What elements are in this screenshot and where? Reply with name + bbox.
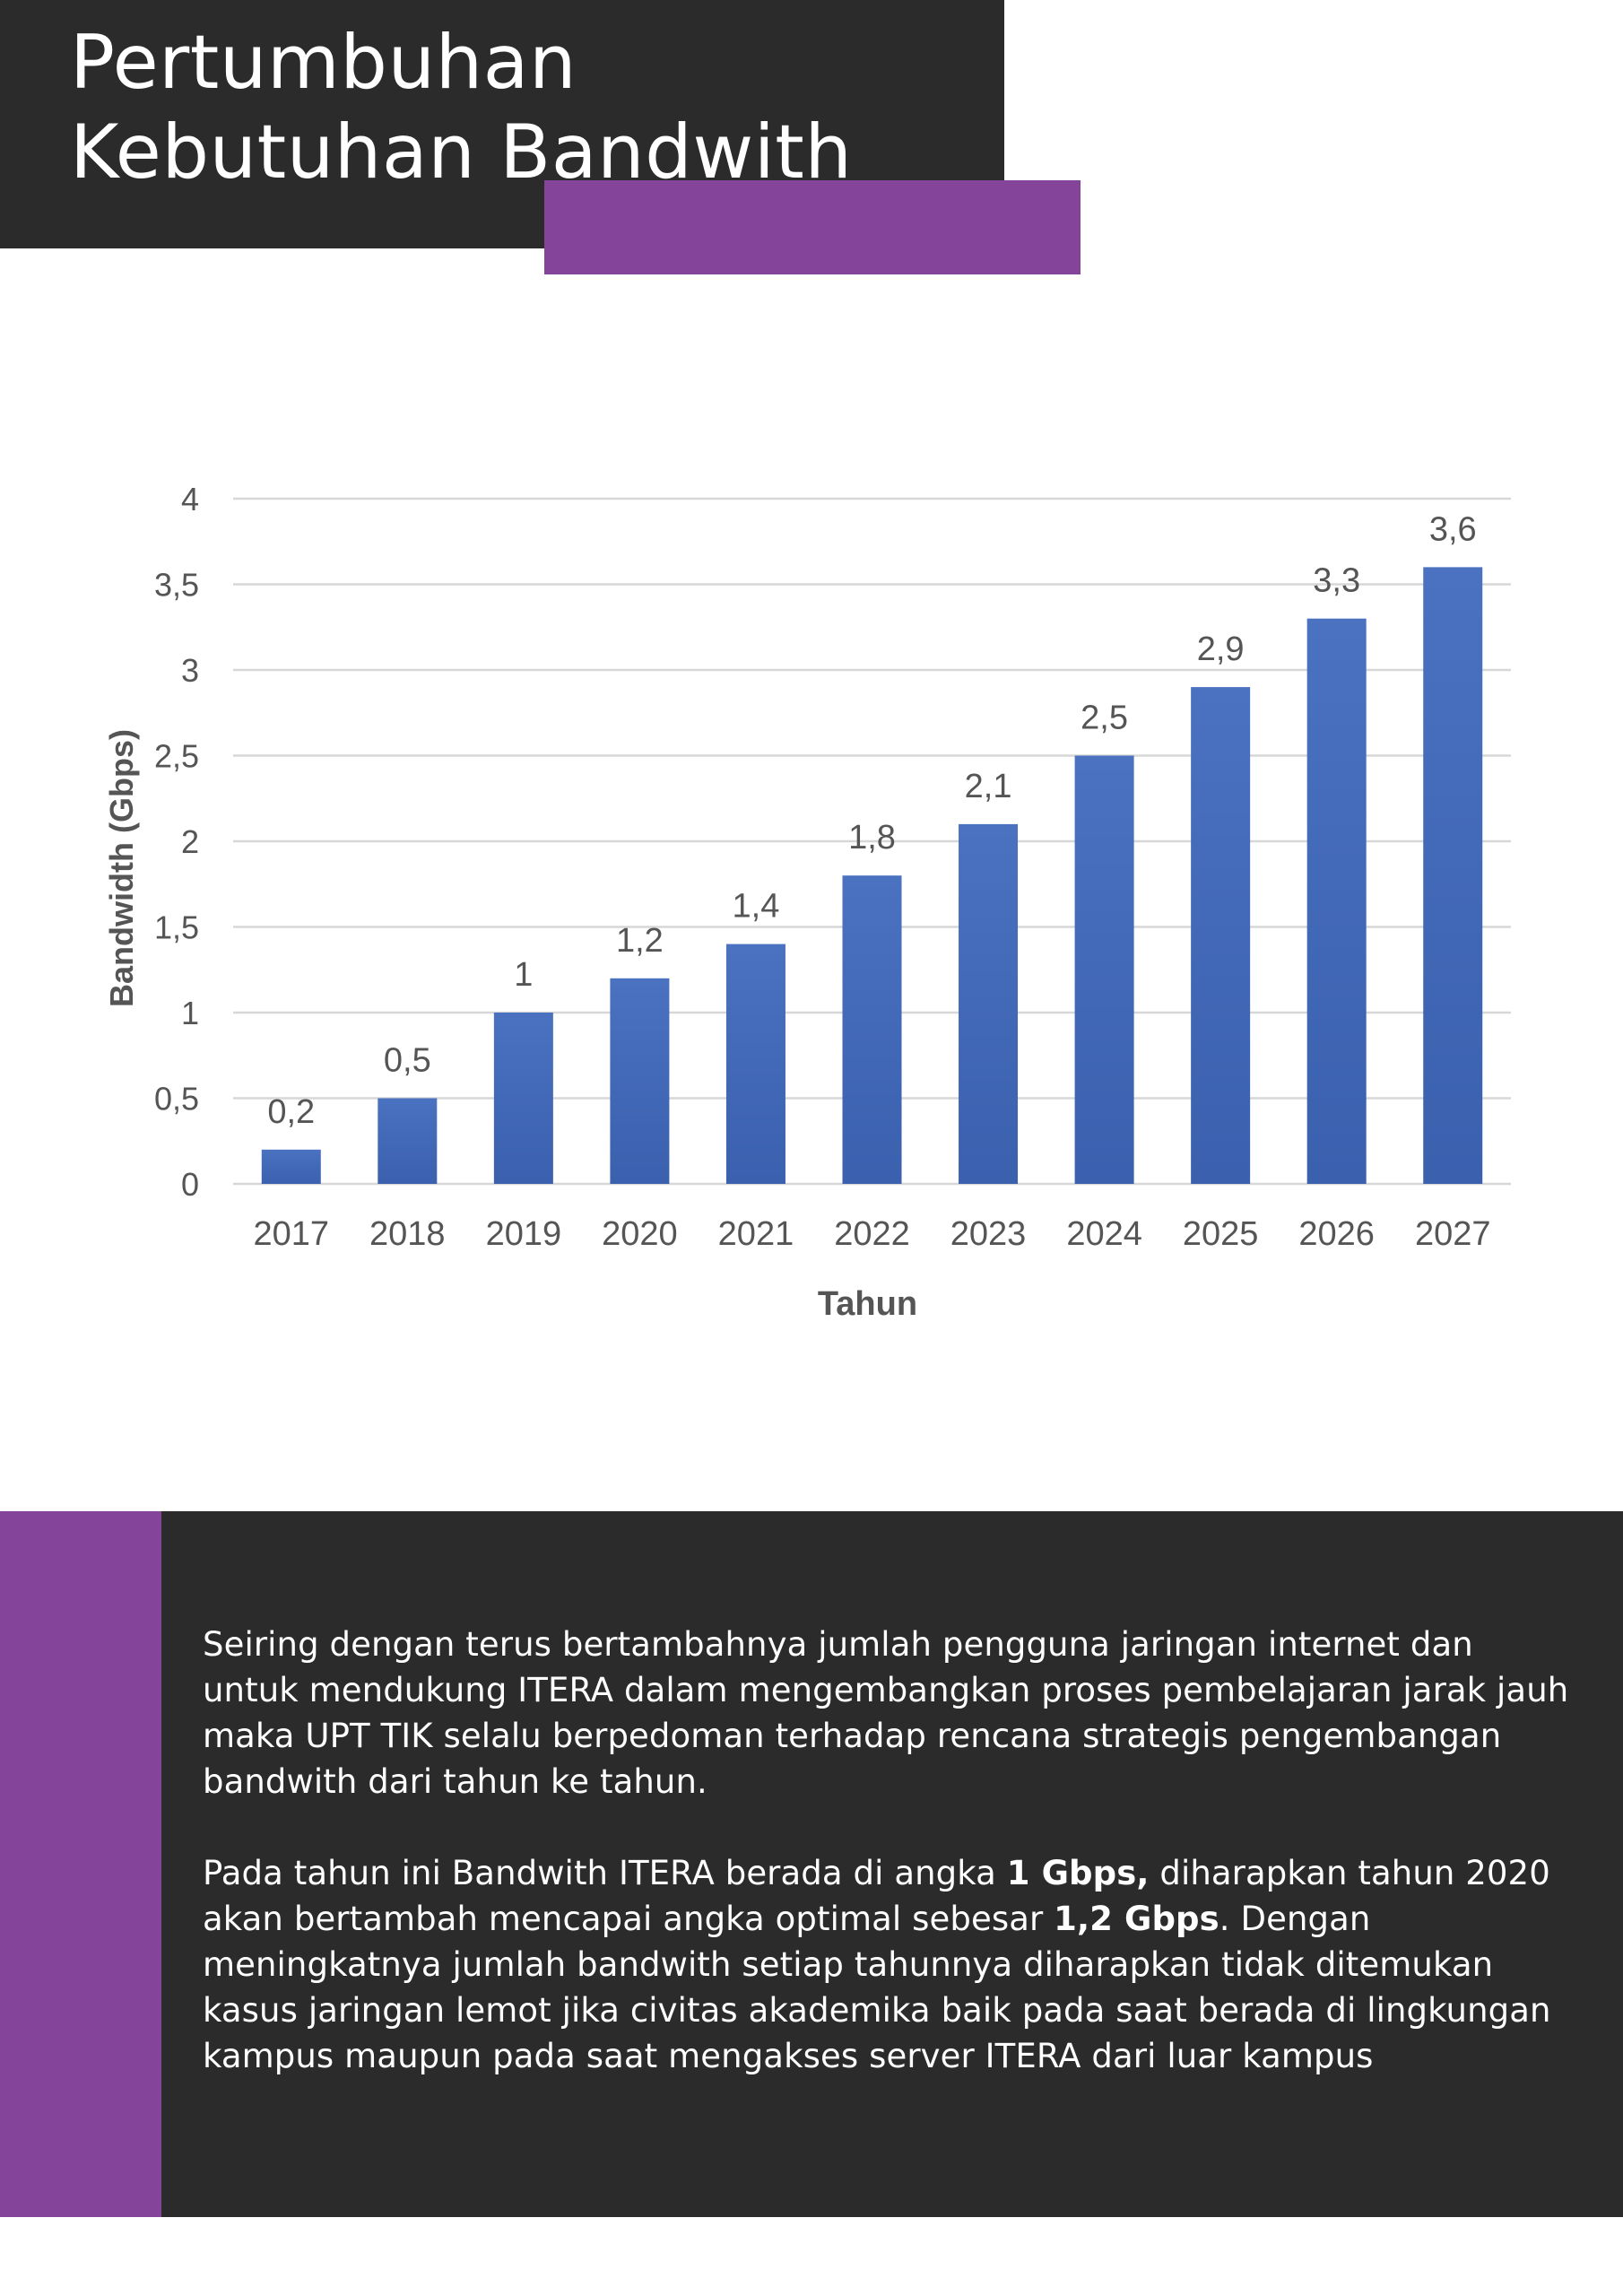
- y-tick-label: 1: [181, 995, 199, 1031]
- y-tick-label: 4: [181, 481, 199, 517]
- bar: [1306, 618, 1367, 1184]
- data-label: 3,3: [1313, 562, 1360, 600]
- y-tick-label: 3: [181, 652, 199, 689]
- y-tick-label: 0: [181, 1166, 199, 1203]
- x-tick-label: 2019: [486, 1215, 562, 1253]
- bar: [959, 823, 1019, 1184]
- x-tick-label: 2021: [718, 1215, 794, 1253]
- x-tick-label: 2023: [950, 1215, 1027, 1253]
- data-label: 1,2: [616, 922, 664, 960]
- paragraph-2-part-3: . Dengan meningkatnya jumlah bandwith se…: [203, 1900, 1551, 2075]
- paragraph-2-bold-2: 1,2 Gbps: [1054, 1900, 1219, 1938]
- x-tick-label: 2027: [1415, 1215, 1491, 1253]
- x-tick-label: 2020: [602, 1215, 678, 1253]
- x-tick-label: 2024: [1066, 1215, 1142, 1253]
- bandwidth-chart: 0 0,5 1 1,5 2 2,5 3 3,5 4 2017 2018 2019 2020 2021 20…: [0, 448, 1623, 1372]
- bar: [1074, 755, 1134, 1184]
- y-tick-label: 2: [181, 823, 199, 860]
- y-tick-label: 0,5: [154, 1081, 199, 1118]
- description-panel: [161, 1511, 1623, 2217]
- y-tick-label: 1,5: [154, 909, 199, 946]
- page-title: Pertumbuhan Kebutuhan Bandwith: [70, 19, 853, 196]
- data-label: 0,5: [384, 1042, 431, 1080]
- x-tick-label: 2025: [1183, 1215, 1259, 1253]
- data-label: 3,6: [1429, 510, 1477, 548]
- x-axis-title: Tahun: [818, 1285, 917, 1323]
- x-tick-label: 2026: [1298, 1215, 1375, 1253]
- data-label: 1,4: [733, 888, 780, 926]
- bar: [378, 1098, 438, 1184]
- title-banner: Pertumbuhan Kebutuhan Bandwith: [0, 0, 1004, 248]
- paragraph-2-bold-1: 1 Gbps,: [1006, 1854, 1150, 1892]
- data-label: 2,1: [965, 768, 1012, 805]
- bar: [261, 1149, 321, 1184]
- paragraph-2-part-1: Pada tahun ini Bandwith ITERA berada di …: [203, 1854, 1007, 1892]
- x-tick-label: 2017: [253, 1215, 329, 1253]
- data-label: 2,9: [1197, 631, 1245, 668]
- description-text: Seiring dengan terus bertambahnya jumlah…: [203, 1622, 1575, 2125]
- bar: [1423, 567, 1483, 1184]
- title-accent-bar: [544, 180, 1081, 274]
- data-label: 2,5: [1081, 700, 1128, 737]
- bar: [493, 1013, 553, 1184]
- y-axis-ticks: 0 0,5 1 1,5 2 2,5 3 3,5 4: [154, 481, 199, 1203]
- data-label: 1,8: [848, 819, 896, 857]
- data-label: 0,2: [267, 1093, 315, 1131]
- x-tick-label: 2022: [834, 1215, 910, 1253]
- y-tick-label: 3,5: [154, 567, 199, 604]
- bar: [610, 978, 670, 1184]
- description-paragraph-1: Seiring dengan terus bertambahnya jumlah…: [203, 1625, 1569, 1801]
- text-panel-accent: [0, 1511, 161, 2217]
- x-tick-label: 2018: [369, 1215, 446, 1253]
- bar: [725, 944, 785, 1184]
- y-axis-title: Bandwidth (Gbps): [103, 729, 140, 1007]
- bars: [261, 567, 1483, 1184]
- data-label: 1: [514, 956, 533, 994]
- bar: [842, 875, 902, 1184]
- x-axis-ticks: 2017 2018 2019 2020 2021 2022 2023 2024 2025 2026…: [253, 1215, 1490, 1253]
- description-paragraph-2: Pada tahun ini Bandwith ITERA berada di …: [203, 1850, 1575, 2079]
- data-labels: 0,2 0,5 1 1,2 1,4 1,8 2,1 2,5 2,9 3,3 3,6: [267, 510, 1476, 1130]
- bandwidth-chart-svg: 00,511,522,533,54 2017 2018 2019 2020 2021 20…: [103, 481, 1511, 1323]
- paragraph-2-part-2: diharapkan tahun 2020 akan bertambah men…: [203, 1854, 1550, 1938]
- y-tick-label: 2,5: [154, 738, 199, 775]
- bar: [1191, 687, 1251, 1184]
